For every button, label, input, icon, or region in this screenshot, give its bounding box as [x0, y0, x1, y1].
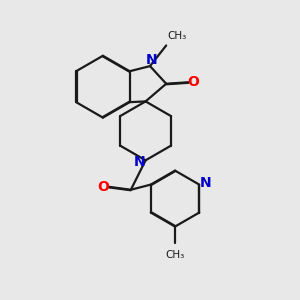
Text: N: N [146, 53, 157, 67]
Text: O: O [97, 180, 109, 194]
Text: CH₃: CH₃ [165, 250, 185, 260]
Text: CH₃: CH₃ [168, 31, 187, 41]
Text: N: N [200, 176, 212, 190]
Text: N: N [134, 155, 146, 169]
Text: O: O [188, 75, 200, 89]
